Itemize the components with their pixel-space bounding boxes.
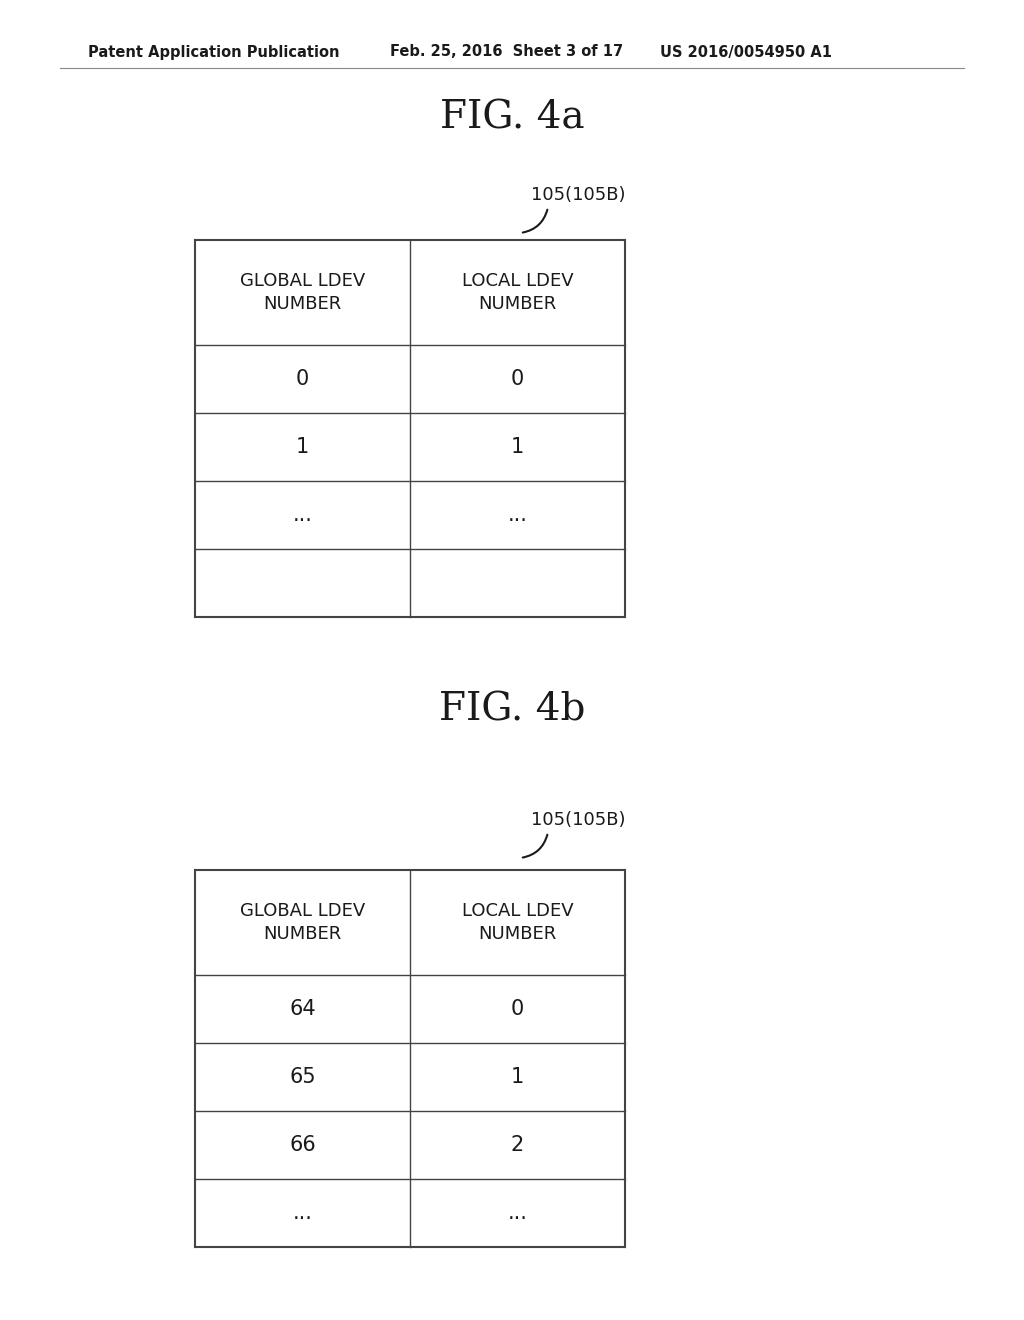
Text: 0: 0 [296,370,309,389]
Text: 1: 1 [296,437,309,457]
Text: 0: 0 [511,370,524,389]
Text: 1: 1 [511,437,524,457]
Text: 105(105B): 105(105B) [530,810,626,829]
Text: LOCAL LDEV
NUMBER: LOCAL LDEV NUMBER [462,272,573,313]
Text: Feb. 25, 2016  Sheet 3 of 17: Feb. 25, 2016 Sheet 3 of 17 [390,45,624,59]
Text: ...: ... [293,1203,312,1224]
Text: 2: 2 [511,1135,524,1155]
Text: 64: 64 [289,999,315,1019]
Text: Patent Application Publication: Patent Application Publication [88,45,340,59]
Text: GLOBAL LDEV
NUMBER: GLOBAL LDEV NUMBER [240,902,366,944]
Text: 1: 1 [511,1067,524,1086]
Text: ...: ... [293,506,312,525]
Text: 105(105B): 105(105B) [530,186,626,205]
Text: GLOBAL LDEV
NUMBER: GLOBAL LDEV NUMBER [240,272,366,313]
Text: FIG. 4b: FIG. 4b [439,692,585,729]
Text: ...: ... [508,1203,527,1224]
Text: 0: 0 [511,999,524,1019]
Text: US 2016/0054950 A1: US 2016/0054950 A1 [660,45,831,59]
Text: LOCAL LDEV
NUMBER: LOCAL LDEV NUMBER [462,902,573,944]
Text: ...: ... [508,506,527,525]
Text: 66: 66 [289,1135,315,1155]
Text: FIG. 4a: FIG. 4a [439,99,585,136]
Text: 65: 65 [289,1067,315,1086]
